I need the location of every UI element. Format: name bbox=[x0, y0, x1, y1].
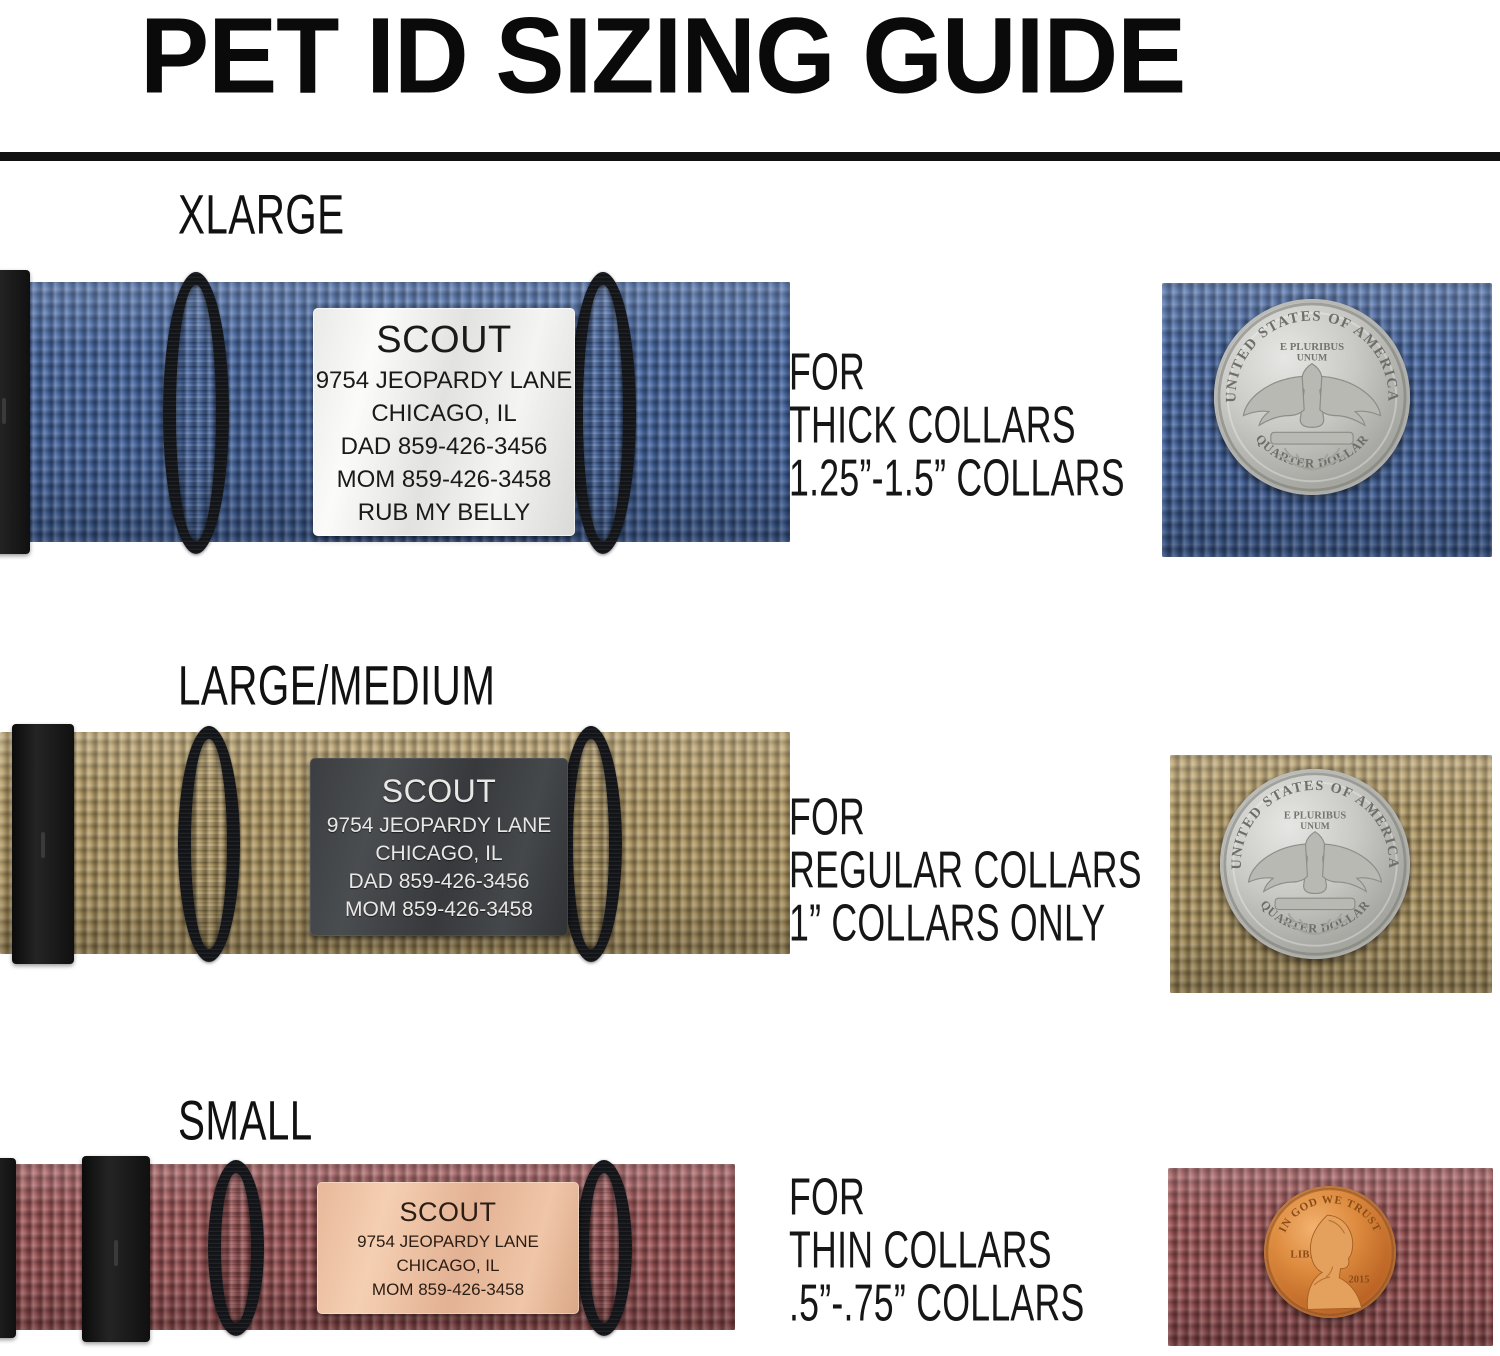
header-divider bbox=[0, 152, 1500, 161]
keeper-loop-right-xlarge bbox=[570, 272, 636, 554]
description-line-3: 1.25”-1.5” COLLARS bbox=[789, 449, 1125, 508]
keeper-loop-right-large-medium bbox=[560, 726, 622, 962]
id-tag-pet-name: SCOUT bbox=[399, 1196, 497, 1227]
id-tag-small: SCOUT 9754 JEOPARDY LANE CHICAGO, IL MOM… bbox=[317, 1182, 579, 1314]
keeper-loop-left-large-medium bbox=[178, 726, 240, 962]
coin-comparison-xlarge: UNITED STATES OF AMERICA QUARTER DOLLAR … bbox=[1162, 283, 1492, 557]
id-tag-line-dad: DAD 859-426-3456 bbox=[348, 869, 530, 893]
id-tag-line-dad: DAD 859-426-3456 bbox=[340, 432, 548, 460]
id-tag-line-street: 9754 JEOPARDY LANE bbox=[357, 1231, 539, 1251]
collar-image-large-medium: SCOUT 9754 JEOPARDY LANE CHICAGO, IL DAD… bbox=[0, 710, 790, 1000]
id-tag-line-city: CHICAGO, IL bbox=[375, 841, 503, 865]
svg-text:UNUM: UNUM bbox=[1297, 353, 1327, 364]
description-line-3: 1” COLLARS ONLY bbox=[789, 894, 1106, 953]
collar-buckle-xlarge bbox=[0, 270, 30, 554]
id-tag-line-street: 9754 JEOPARDY LANE bbox=[315, 366, 573, 394]
collar-buckle-small bbox=[0, 1158, 16, 1338]
buckle-slot bbox=[41, 832, 45, 858]
section-large-medium: LARGE/MEDIUM SCOUT 9754 JEOPARDY LANE CH… bbox=[0, 653, 1500, 1055]
section-small: SMALL SCOUT 9754 JEOPARDY LANE CHICAGO, … bbox=[0, 1088, 1500, 1356]
coin-comparison-large-medium: UNITED STATES OF AMERICA QUARTER DOLLAR … bbox=[1170, 755, 1492, 993]
description-line-1: FOR bbox=[789, 788, 866, 847]
description-line-2: REGULAR COLLARS bbox=[789, 841, 1142, 900]
svg-text:E PLURIBUS: E PLURIBUS bbox=[1280, 341, 1344, 353]
penny-coin-art: IN GOD WE TRUST LIBERTY 2015 bbox=[1266, 1188, 1394, 1316]
description-small: FOR THIN COLLARS .5”-.75” COLLARS bbox=[789, 1168, 1145, 1333]
id-tag-pet-name: SCOUT bbox=[376, 318, 512, 361]
penny-coin-small: IN GOD WE TRUST LIBERTY 2015 bbox=[1264, 1186, 1396, 1318]
quarter-coin-large-medium: UNITED STATES OF AMERICA QUARTER DOLLAR … bbox=[1220, 769, 1410, 959]
id-tag-large-medium: SCOUT 9754 JEOPARDY LANE CHICAGO, IL DAD… bbox=[310, 758, 568, 936]
description-line-2: THICK COLLARS bbox=[789, 396, 1076, 455]
id-tag-pet-name: SCOUT bbox=[381, 772, 497, 809]
quarter-coin-xlarge: UNITED STATES OF AMERICA QUARTER DOLLAR … bbox=[1214, 299, 1410, 495]
svg-text:2015: 2015 bbox=[1348, 1274, 1369, 1285]
id-tag-line-city: CHICAGO, IL bbox=[396, 1255, 500, 1275]
description-xlarge: FOR THICK COLLARS 1.25”-1.5” COLLARS bbox=[789, 343, 1194, 508]
collar-slider-small bbox=[82, 1156, 150, 1342]
description-line-3: .5”-.75” COLLARS bbox=[789, 1274, 1085, 1333]
svg-text:UNUM: UNUM bbox=[1300, 822, 1330, 832]
section-xlarge: XLARGE SCOUT 9754 JEOPARDY LANE CHICAGO,… bbox=[0, 180, 1500, 610]
id-tag-line-street: 9754 JEOPARDY LANE bbox=[326, 813, 552, 837]
size-label-xlarge: XLARGE bbox=[178, 182, 345, 246]
quarter-coin-art: UNITED STATES OF AMERICA QUARTER DOLLAR … bbox=[1217, 302, 1407, 492]
description-large-medium: FOR REGULAR COLLARS 1” COLLARS ONLY bbox=[789, 788, 1214, 953]
collar-image-xlarge: SCOUT 9754 JEOPARDY LANE CHICAGO, IL DAD… bbox=[0, 252, 790, 582]
quarter-coin-art: UNITED STATES OF AMERICA QUARTER DOLLAR … bbox=[1223, 772, 1407, 956]
id-tag-line-extra: RUB MY BELLY bbox=[357, 498, 531, 526]
keeper-loop-right-small bbox=[576, 1160, 632, 1336]
description-line-1: FOR bbox=[789, 343, 866, 402]
keeper-loop-left-xlarge bbox=[163, 272, 229, 554]
slider-slot bbox=[114, 1239, 118, 1266]
id-tag-line-mom: MOM 859-426-3458 bbox=[345, 897, 533, 921]
id-tag-line-city: CHICAGO, IL bbox=[371, 399, 517, 427]
description-line-1: FOR bbox=[789, 1168, 866, 1227]
buckle-slot bbox=[2, 397, 6, 424]
collar-buckle-large-medium bbox=[12, 724, 74, 964]
keeper-loop-left-small bbox=[208, 1160, 264, 1336]
collar-image-small: SCOUT 9754 JEOPARDY LANE CHICAGO, IL MOM… bbox=[0, 1138, 735, 1356]
svg-text:E PLURIBUS: E PLURIBUS bbox=[1284, 810, 1347, 821]
id-tag-line-mom: MOM 859-426-3458 bbox=[336, 465, 552, 493]
page-title: PET ID SIZING GUIDE bbox=[140, 0, 1186, 117]
size-label-small: SMALL bbox=[178, 1088, 313, 1152]
id-tag-line-mom: MOM 859-426-3458 bbox=[371, 1279, 525, 1299]
id-tag-xlarge: SCOUT 9754 JEOPARDY LANE CHICAGO, IL DAD… bbox=[313, 308, 575, 536]
size-label-large-medium: LARGE/MEDIUM bbox=[178, 653, 496, 717]
description-line-2: THIN COLLARS bbox=[789, 1221, 1052, 1280]
coin-comparison-small: IN GOD WE TRUST LIBERTY 2015 bbox=[1168, 1168, 1493, 1346]
